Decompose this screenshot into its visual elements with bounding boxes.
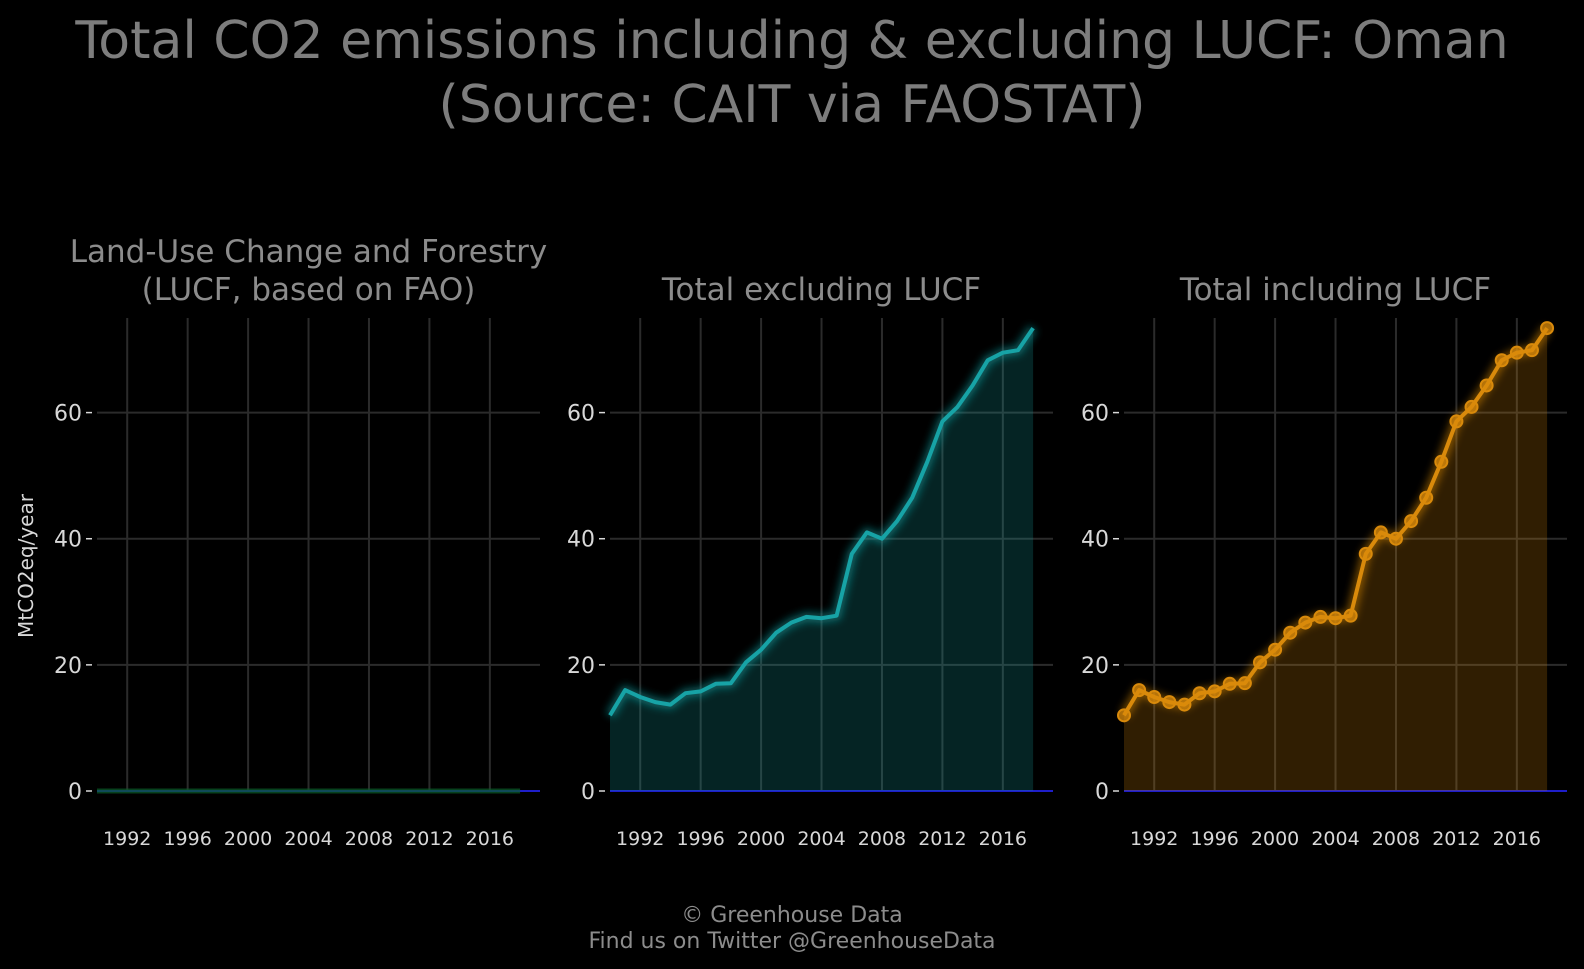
panel-title: Total including LUCF [1179, 272, 1491, 308]
data-point [1464, 399, 1479, 414]
x-tick-label: 2012 [405, 828, 453, 850]
footer-credit: © Greenhouse Data [681, 903, 902, 928]
series-area [1124, 328, 1548, 791]
panel-title: Total excluding LUCF [661, 272, 981, 308]
data-point [1434, 454, 1449, 469]
y-axis-label: MtCO2eq/year [14, 493, 38, 638]
data-point [1449, 414, 1464, 429]
panel-3: Total including LUCF 0 20 40 60 1992 1996 2000 2… [1081, 272, 1567, 850]
x-tick-label: 1996 [163, 828, 211, 850]
data-point [1509, 345, 1524, 360]
panel-2: Total excluding LUCF 0 20 40 60 1992 1996 2000 2… [567, 272, 1053, 850]
x-tick-label: 2000 [1251, 828, 1299, 850]
y-tick-label: 0 [1095, 780, 1109, 805]
y-tick-label: 60 [54, 402, 82, 427]
data-point [1132, 683, 1147, 698]
series-line [608, 326, 1035, 717]
x-tick-label: 1992 [103, 828, 151, 850]
data-point [1388, 531, 1403, 546]
x-tick-label: 1992 [1130, 828, 1178, 850]
figure-title-line2: (Source: CAIT via FAOSTAT) [438, 75, 1145, 135]
x-tick-label: 2016 [979, 828, 1027, 850]
y-tick-label: 40 [54, 528, 82, 553]
x-tick-label: 2012 [918, 828, 966, 850]
data-point [1162, 695, 1177, 710]
x-tick-label: 2000 [224, 828, 272, 850]
data-point [1328, 611, 1343, 626]
chart-panels: Land-Use Change and Forestry(LUCF, based… [54, 234, 1567, 850]
data-point [1540, 321, 1555, 336]
x-tick-label: 2004 [284, 828, 332, 850]
series-area [610, 328, 1034, 791]
footer-twitter: Find us on Twitter @GreenhouseData [588, 929, 995, 954]
data-point [1358, 546, 1373, 561]
x-tick-label: 2016 [1493, 828, 1541, 850]
x-tick-label: 2016 [466, 828, 514, 850]
y-tick-label: 20 [567, 654, 595, 679]
y-tick-label: 40 [567, 528, 595, 553]
x-tick-label: 1996 [676, 828, 724, 850]
data-point [1268, 642, 1283, 657]
data-point [1252, 655, 1267, 670]
panel-1: Land-Use Change and Forestry(LUCF, based… [54, 234, 547, 850]
data-point [1494, 353, 1509, 368]
data-point [1313, 609, 1328, 624]
y-tick-label: 40 [1081, 528, 1109, 553]
data-point [1117, 708, 1131, 723]
data-point [1479, 378, 1494, 393]
panel-title-line1: Land-Use Change and Forestry [70, 234, 548, 270]
x-tick-label: 1996 [1190, 828, 1238, 850]
data-point [1222, 676, 1237, 691]
y-tick-label: 60 [567, 402, 595, 427]
x-tick-label: 2000 [737, 828, 785, 850]
data-point [1373, 525, 1388, 540]
x-tick-label: 2008 [1372, 828, 1420, 850]
x-tick-label: 2008 [858, 828, 906, 850]
x-tick-label: 2008 [345, 828, 393, 850]
data-point [1237, 676, 1252, 691]
x-tick-label: 1992 [616, 828, 664, 850]
panel-title-line2: (LUCF, based on FAO) [142, 272, 476, 308]
y-tick-label: 20 [54, 654, 82, 679]
data-point [1404, 514, 1419, 529]
y-tick-label: 20 [1081, 654, 1109, 679]
x-tick-label: 2012 [1432, 828, 1480, 850]
x-tick-label: 2004 [1311, 828, 1359, 850]
data-point [1207, 684, 1222, 699]
y-tick-label: 60 [1081, 402, 1109, 427]
data-point [1298, 615, 1313, 630]
data-point [1343, 608, 1358, 623]
data-point [1192, 686, 1207, 701]
data-point [1524, 343, 1539, 358]
y-tick-label: 0 [68, 780, 82, 805]
y-tick-label: 0 [581, 780, 595, 805]
figure-title-line1: Total CO2 emissions including & excludin… [74, 11, 1508, 71]
x-tick-label: 2004 [797, 828, 845, 850]
data-point [1147, 690, 1162, 705]
data-point [1419, 490, 1434, 505]
data-point [1177, 697, 1192, 712]
data-point [1283, 625, 1298, 640]
